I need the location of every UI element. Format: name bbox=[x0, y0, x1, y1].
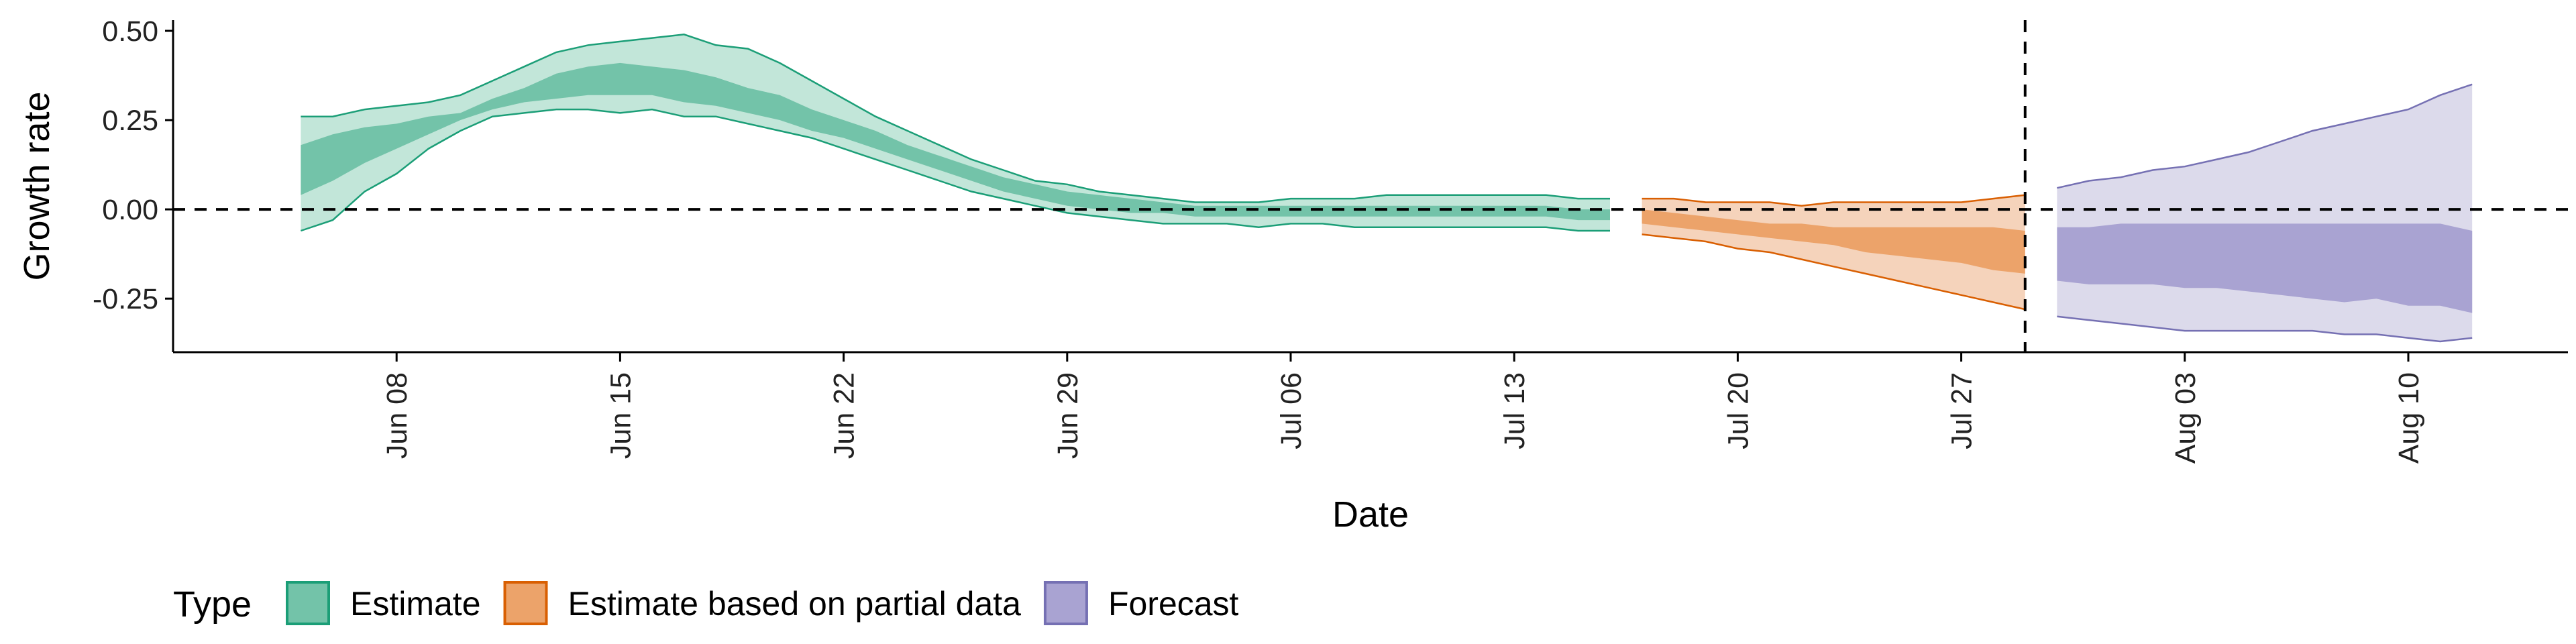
estimate-lower-edge bbox=[301, 108, 1610, 232]
estimate-outer-band bbox=[301, 34, 1610, 231]
y-tick-label: 0.00 bbox=[102, 194, 158, 226]
forecast-upper-edge bbox=[2057, 83, 2473, 189]
x-axis-title: Date bbox=[1332, 494, 1409, 535]
estimate-based-on-partial-data-lower-edge bbox=[1642, 233, 2026, 311]
forecast-lower-edge bbox=[2057, 315, 2473, 343]
x-tick-label: Jun 29 bbox=[1052, 372, 1084, 459]
y-axis-title: Growth rate bbox=[17, 91, 57, 280]
x-tick-label: Aug 03 bbox=[2169, 372, 2202, 464]
x-tick-label: Aug 10 bbox=[2393, 372, 2425, 464]
legend-label-forecast: Forecast bbox=[1108, 585, 1239, 623]
x-tick-label: Jun 22 bbox=[828, 372, 861, 459]
estimate-based-on-partial-data-upper-edge bbox=[1642, 194, 2025, 207]
x-tick-label: Jun 15 bbox=[604, 372, 637, 459]
y-tick-label: 0.50 bbox=[102, 15, 158, 48]
series-bands bbox=[301, 34, 2473, 343]
legend-swatch-estimate-based-on-partial-data bbox=[503, 581, 548, 625]
x-tick-label: Jul 20 bbox=[1722, 372, 1754, 449]
x-tick-label: Jul 06 bbox=[1275, 372, 1307, 449]
y-tick-label: -0.25 bbox=[93, 283, 158, 315]
x-tick-label: Jul 27 bbox=[1946, 372, 1978, 449]
legend-label-estimate-based-on-partial-data: Estimate based on partial data bbox=[568, 585, 1022, 623]
x-tick-label: Jun 08 bbox=[381, 372, 413, 459]
estimate-based-on-partial-data-inner-band bbox=[1642, 209, 2025, 274]
legend-title: Type bbox=[173, 584, 252, 625]
y-tick-label: 0.25 bbox=[102, 105, 158, 137]
forecast-inner-band bbox=[2057, 223, 2473, 313]
legend: Type Estimate Estimate based on partial d… bbox=[173, 581, 1239, 625]
y-axis-ticks: 0.50 0.25 0.00 -0.25 bbox=[93, 15, 173, 315]
legend-swatch-estimate bbox=[286, 581, 330, 625]
legend-swatch-forecast bbox=[1043, 581, 1088, 625]
x-axis-ticks: Jun 08 Jun 15 Jun 22 Jun 29 Jul 06 Jul 13 Jul … bbox=[381, 352, 2425, 464]
x-tick-label: Jul 13 bbox=[1499, 372, 1531, 449]
estimate-upper-edge bbox=[301, 34, 1610, 203]
legend-label-estimate: Estimate bbox=[350, 585, 481, 623]
